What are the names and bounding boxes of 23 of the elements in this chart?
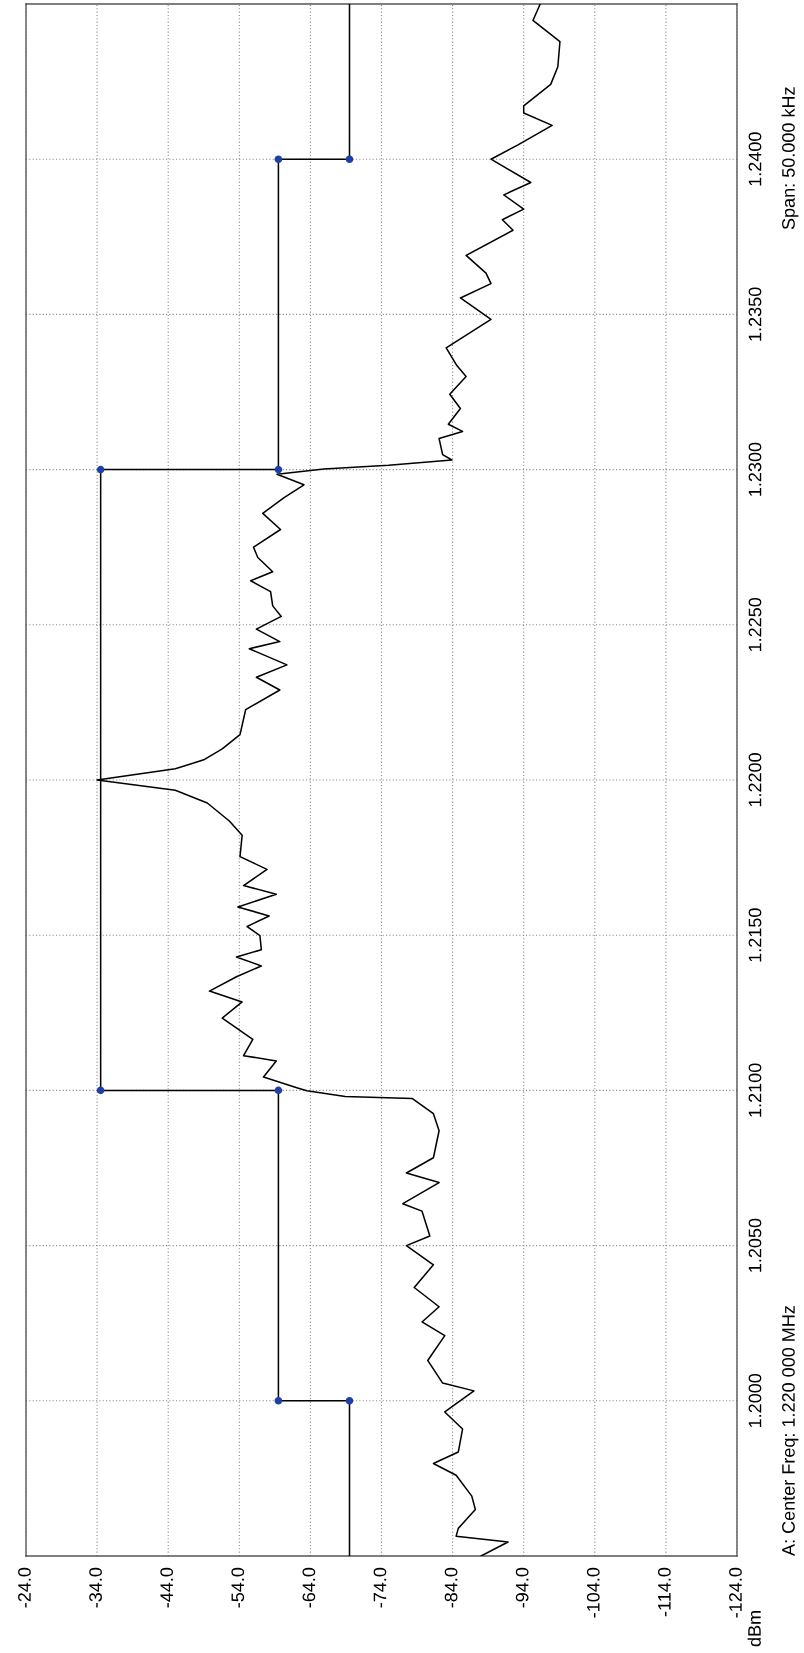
x-tick-label: -34.0 xyxy=(89,1567,102,1608)
x-tick-label: -94.0 xyxy=(515,1567,529,1608)
x-tick-label: -64.0 xyxy=(302,1567,316,1608)
y-tick-label: 1.2200 xyxy=(748,753,762,807)
y-tick-label: 1.2250 xyxy=(748,597,762,652)
y-tick-label: 1.2050 xyxy=(748,1218,762,1272)
text: A: Center Freq: 1.220 000 MHz xyxy=(782,1306,799,1556)
x-tick-label: -24.0 xyxy=(18,1567,31,1608)
y-tick-label: 1.2400 xyxy=(748,132,762,186)
text: dBm xyxy=(747,1611,761,1647)
x-tick-label: -104.0 xyxy=(586,1567,600,1618)
y-tick-label: 1.2100 xyxy=(748,1063,762,1117)
x-tick-label: -114.0 xyxy=(657,1567,671,1617)
y-tick-label: 1.2000 xyxy=(748,1373,762,1428)
text: Span: 50.000 kHz xyxy=(781,87,799,230)
x-tick-label: -44.0 xyxy=(160,1567,174,1608)
y-tick-label: 1.2300 xyxy=(748,442,762,496)
x-tick-label: -124.0 xyxy=(729,1567,742,1618)
x-tick-label: -84.0 xyxy=(444,1567,458,1608)
x-tick-label: -74.0 xyxy=(373,1567,387,1608)
x-tick-label: -54.0 xyxy=(231,1567,245,1608)
y-tick-label: 1.2350 xyxy=(748,287,762,341)
y-tick-label: 1.2150 xyxy=(748,908,762,962)
